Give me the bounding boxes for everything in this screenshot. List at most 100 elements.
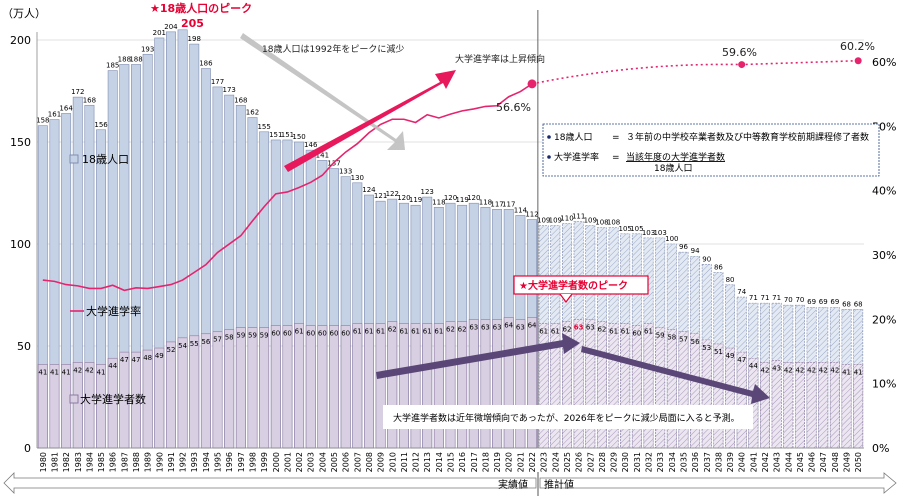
bar-entrants [701, 339, 712, 449]
entrants-value-label: 51 [714, 348, 723, 356]
pop18-value-label: 114 [514, 206, 528, 214]
entrants-value-label: 61 [644, 328, 653, 336]
rate-2022-label: 56.6% [496, 101, 531, 114]
pop18-value-label: 130 [351, 174, 364, 182]
y-left-tick-label: 100 [10, 238, 31, 251]
pop18-value-label: 68 [842, 300, 851, 308]
pop18-value-label: 108 [595, 219, 608, 227]
bar-entrants [818, 362, 829, 449]
pop18-value-label: 103 [642, 229, 655, 237]
entrants-value-label: 62 [597, 326, 606, 334]
entrants-value-label: 42 [795, 366, 804, 374]
def-pop-term: 18歳人口 [554, 131, 592, 143]
pop18-value-label: 74 [737, 288, 746, 296]
x-tick-label: 2010 [388, 452, 397, 472]
entrants-value-label: 61 [609, 328, 618, 336]
bar-entrants [829, 362, 840, 449]
x-tick-label: 1989 [144, 452, 153, 472]
pop18-value-label: 198 [188, 35, 201, 43]
peak18-note: 18歳人口は1992年をピークに減少 [262, 43, 404, 55]
bar-entrants [387, 321, 398, 449]
x-tick-label: 2007 [353, 452, 362, 472]
entrants-value-label: 42 [85, 366, 94, 374]
pop18-value-label: 141 [316, 151, 329, 159]
bar-entrants [398, 323, 409, 449]
entrant-peak-title: ★大学進学者数のピーク [519, 279, 628, 292]
pop18-value-label: 69 [807, 298, 816, 306]
pop18-value-label: 151 [281, 131, 294, 139]
entrants-value-label: 48 [143, 354, 152, 362]
bar-entrants [259, 327, 270, 449]
x-tick-label: 1984 [85, 452, 94, 472]
bar-entrants [713, 343, 724, 449]
x-tick-label: 2005 [330, 452, 339, 472]
bar-entrants [562, 321, 572, 449]
entrant-note-bg [383, 405, 753, 429]
pop18-value-label: 90 [702, 255, 711, 263]
def-rate-eq: = [612, 153, 620, 163]
entrants-value-label: 56 [201, 338, 210, 346]
pop18-value-label: 177 [211, 78, 224, 86]
def-rate-term: 大学進学率 [554, 151, 599, 163]
entrants-value-label: 62 [388, 326, 397, 334]
entrants-value-label: 52 [166, 346, 175, 354]
bullet-icon [547, 135, 551, 139]
entrants-value-label: 63 [516, 323, 525, 331]
rate-projection-point [854, 57, 862, 65]
x-tick-label: 2014 [435, 452, 444, 472]
pop18-value-label: 68 [854, 300, 863, 308]
entrants-value-label: 58 [667, 334, 676, 342]
entrants-value-label: 61 [376, 328, 385, 336]
bar-entrants [736, 351, 747, 449]
pop18-value-label: 69 [819, 298, 828, 306]
rate-projection-point [738, 61, 746, 69]
pop18-value-label: 156 [94, 121, 108, 129]
x-tick-label: 2008 [365, 452, 374, 472]
bar-entrants [410, 323, 421, 449]
x-tick-label: 2033 [656, 452, 665, 472]
x-tick-label: 1988 [132, 452, 141, 472]
pop18-value-label: 120 [397, 194, 410, 202]
x-tick-label: 2034 [668, 452, 677, 472]
entrants-value-label: 49 [726, 352, 735, 360]
entrants-value-label: 60 [318, 330, 327, 338]
x-tick-label: 2025 [563, 452, 572, 472]
pop18-value-label: 105 [630, 225, 643, 233]
x-tick-label: 2027 [586, 452, 595, 472]
x-tick-label: 1996 [225, 452, 234, 472]
bar-entrants [49, 364, 60, 449]
pop18-value-label: 109 [584, 217, 597, 225]
pop18-value-label: 108 [607, 219, 620, 227]
pop18-value-label: 193 [141, 45, 154, 53]
entrants-value-label: 62 [563, 326, 572, 334]
x-tick-label: 2024 [551, 452, 560, 472]
x-tick-label: 1994 [202, 452, 211, 472]
bar-entrants [783, 362, 794, 449]
projection-period-arrow [539, 472, 897, 494]
entrants-value-label: 59 [656, 332, 665, 340]
entrants-value-label: 44 [749, 362, 758, 370]
bar-entrants [422, 323, 433, 449]
entrants-value-label: 42 [807, 366, 816, 374]
pop18-value-label: 188 [129, 55, 142, 63]
rate-line [42, 83, 533, 292]
x-tick-label: 2046 [808, 452, 817, 472]
entrants-value-label: 41 [97, 368, 106, 376]
period-bar: 実績値 推計値 [3, 472, 897, 496]
bar-entrants [631, 325, 642, 449]
x-tick-label: 2015 [447, 452, 456, 472]
legend-rate: 大学進学率 [70, 304, 141, 318]
entrant-peak-pointer [559, 293, 573, 303]
entrants-value-label: 42 [784, 366, 793, 374]
left-axis-unit: （万人） [2, 7, 46, 20]
pop18-value-label: 119 [455, 196, 468, 204]
pop18-value-label: 94 [691, 247, 700, 255]
pop18-value-label: 70 [784, 296, 793, 304]
entrants-value-label: 58 [225, 334, 234, 342]
entrants-value-label: 61 [399, 328, 408, 336]
entrants-value-label: 55 [190, 340, 199, 348]
pop18-value-label: 158 [36, 117, 49, 125]
entrants-value-label: 49 [155, 352, 164, 360]
pop18-value-label: 86 [714, 264, 723, 272]
y-left-tick-label: 150 [10, 136, 31, 149]
